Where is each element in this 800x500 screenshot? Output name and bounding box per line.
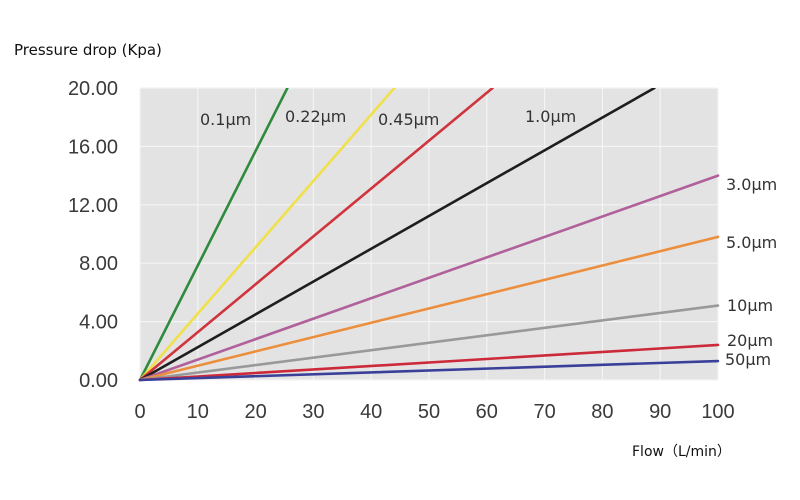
- x-tick-label: 20: [244, 401, 266, 423]
- y-tick-label: 8.00: [79, 253, 118, 275]
- series-line-6: [138, 304, 720, 382]
- series-line-0: [138, 88, 289, 382]
- series-line-7: [138, 343, 720, 382]
- series-line-4: [138, 174, 720, 382]
- series-line-1: [138, 88, 396, 382]
- x-tick-label: 10: [187, 401, 209, 423]
- series-label-3: 1.0µm: [525, 107, 576, 126]
- series-line-8: [138, 359, 720, 382]
- series-label-4: 3.0µm: [726, 175, 777, 194]
- x-tick-label: 90: [649, 401, 671, 423]
- x-tick-label: 60: [476, 401, 498, 423]
- y-tick-label: 12.00: [68, 195, 118, 217]
- y-axis-title: Pressure drop (Kpa): [14, 41, 162, 59]
- series-label-8: 50µm: [725, 350, 771, 369]
- series-label-2: 0.45µm: [378, 110, 439, 129]
- y-tick-label: 20.00: [68, 78, 118, 100]
- series-label-5: 5.0µm: [726, 233, 777, 252]
- x-tick-label: 30: [302, 401, 324, 423]
- grid-lines: [139, 87, 719, 381]
- series-label-7: 20µm: [727, 331, 773, 350]
- series-label-6: 10µm: [727, 296, 773, 315]
- series-labels: 0.1µm 0.22µm 0.45µm 1.0µm 3.0µm 5.0µm 10µm 20µm…: [200, 107, 777, 369]
- series-label-0: 0.1µm: [200, 110, 251, 129]
- x-tick-label: 80: [591, 401, 613, 423]
- y-tick-label: 0.00: [79, 370, 118, 392]
- series-line-2: [138, 88, 494, 382]
- series-line-5: [138, 235, 720, 382]
- x-tick-label: 0: [134, 401, 145, 423]
- y-tick-label: 4.00: [79, 312, 118, 334]
- x-tick-labels: 0 10 20 30 40 50 60 70 80 90 100: [134, 401, 734, 423]
- x-tick-label: 100: [701, 401, 734, 423]
- x-tick-label: 70: [533, 401, 555, 423]
- x-axis-title: Flow（L/min）: [632, 444, 731, 460]
- y-tick-label: 16.00: [68, 136, 118, 158]
- series-lines: [138, 88, 720, 382]
- series-label-1: 0.22µm: [285, 107, 346, 126]
- x-tick-label: 40: [360, 401, 382, 423]
- series-line-3: [138, 88, 656, 382]
- x-tick-label: 50: [418, 401, 440, 423]
- y-tick-labels: 0.00 4.00 8.00 12.00 16.00 20.00: [68, 78, 118, 392]
